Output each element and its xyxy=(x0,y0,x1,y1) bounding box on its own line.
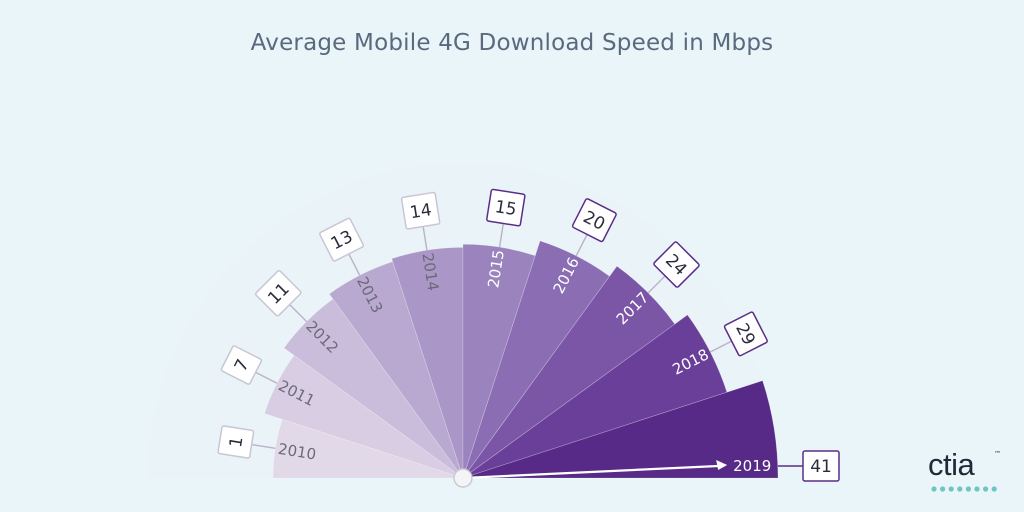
value-callout-2011: 7 xyxy=(220,345,263,385)
logo-dot xyxy=(931,486,937,492)
value-callout-2014: 14 xyxy=(400,191,441,230)
needle-arrow-head xyxy=(716,460,728,470)
logo-dot xyxy=(983,486,989,492)
value-box xyxy=(319,217,365,262)
value-callout-2019: 41 xyxy=(802,450,840,482)
needle-line xyxy=(462,464,719,480)
value-box xyxy=(486,188,526,227)
value-box xyxy=(571,198,617,243)
wedge-2011 xyxy=(264,354,464,479)
wedge-2019 xyxy=(462,380,779,479)
year-label-2010: 2010 xyxy=(277,440,318,464)
chart-title: Average Mobile 4G Download Speed in Mbps xyxy=(250,30,774,56)
wedge-2014 xyxy=(391,247,464,479)
value-box xyxy=(802,450,840,482)
logo-dot xyxy=(974,486,980,492)
value-box xyxy=(653,241,700,288)
logo-dot xyxy=(948,486,954,492)
value-box xyxy=(220,345,263,385)
value-label-2014: 14 xyxy=(409,200,434,223)
value-callout-2018: 29 xyxy=(723,311,768,357)
value-callout-2013: 13 xyxy=(319,217,365,262)
logo-text: ctia xyxy=(928,447,975,482)
value-label-2010: 1 xyxy=(226,435,247,449)
value-box xyxy=(723,311,768,357)
value-callout-2012: 11 xyxy=(255,270,302,317)
year-label-2019: 2019 xyxy=(733,457,771,475)
value-callout-2015: 15 xyxy=(486,188,526,227)
year-label-2014: 2014 xyxy=(418,252,442,293)
value-box xyxy=(255,270,302,317)
logo-dot xyxy=(965,486,971,492)
wedge-2017 xyxy=(462,265,676,479)
value-callout-2010: 1 xyxy=(217,425,255,459)
logo-dots xyxy=(931,486,997,492)
ctia-logo: ctia ™ xyxy=(928,447,1001,496)
value-callout-2016: 20 xyxy=(571,198,617,243)
value-callout-2017: 24 xyxy=(653,241,700,288)
year-label-2015: 2015 xyxy=(484,249,508,290)
needle-hub xyxy=(453,468,473,488)
wedge-2018 xyxy=(462,314,728,479)
value-label-2019: 41 xyxy=(810,457,832,477)
value-box xyxy=(400,191,441,230)
logo-dot xyxy=(957,486,963,492)
logo-dot xyxy=(991,486,997,492)
value-box xyxy=(217,425,255,459)
logo-trademark: ™ xyxy=(994,450,1001,458)
value-label-2015: 15 xyxy=(493,197,518,220)
logo-dot xyxy=(940,486,946,492)
